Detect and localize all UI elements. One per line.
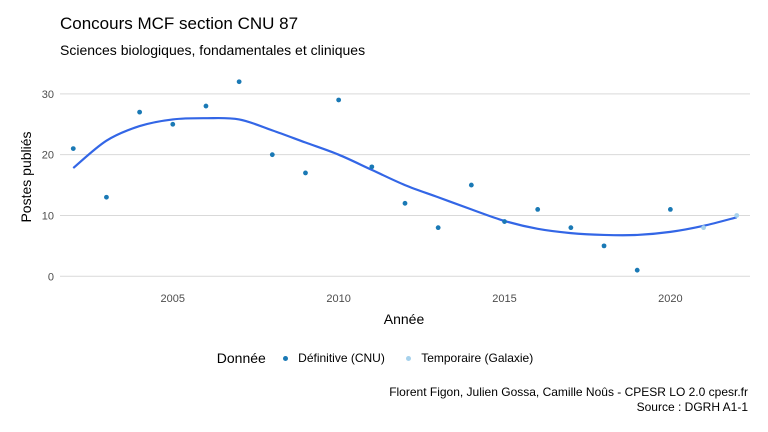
data-point bbox=[701, 225, 706, 231]
x-tick-label: 2015 bbox=[492, 293, 516, 305]
data-point bbox=[435, 225, 441, 231]
data-point bbox=[104, 194, 109, 200]
data-point bbox=[70, 146, 76, 152]
data-point bbox=[634, 267, 640, 273]
legend-dot-icon bbox=[283, 355, 289, 361]
x-tick-label: 2005 bbox=[161, 293, 185, 305]
data-point bbox=[236, 79, 242, 85]
data-point bbox=[734, 213, 740, 218]
legend-title: Donnée bbox=[216, 350, 266, 366]
data-point bbox=[667, 206, 673, 212]
legend: Donnée Définitive (CNU) Temporaire (Gala… bbox=[0, 350, 768, 366]
data-point bbox=[170, 121, 176, 127]
y-tick-label: 30 bbox=[42, 89, 54, 101]
data-point bbox=[402, 200, 408, 206]
caption: Florent Figon, Julien Gossa, Camille Noû… bbox=[389, 385, 748, 415]
caption-source: Source : DGRH A1-1 bbox=[636, 400, 748, 414]
y-axis-title: Postes publiés bbox=[18, 131, 34, 222]
x-tick-label: 2010 bbox=[326, 293, 350, 305]
x-axis-title: Année bbox=[384, 311, 425, 327]
chart-title: Concours MCF section CNU 87 bbox=[60, 14, 299, 33]
x-tick-labels: 2005 2010 2015 2020 bbox=[161, 293, 683, 305]
data-point bbox=[601, 243, 607, 249]
legend-label-definitive: Définitive (CNU) bbox=[298, 351, 385, 365]
data-point bbox=[269, 152, 275, 158]
legend-dot-icon bbox=[406, 355, 412, 361]
data-points bbox=[70, 79, 740, 273]
grid-lines bbox=[60, 93, 750, 277]
legend-label-temporaire: Temporaire (Galaxie) bbox=[421, 351, 534, 365]
y-tick-label: 10 bbox=[42, 210, 54, 222]
trend-line bbox=[72, 116, 738, 237]
x-tick-label: 2020 bbox=[658, 293, 682, 305]
legend-item-temporaire: Temporaire (Galaxie) bbox=[406, 351, 533, 365]
data-point bbox=[468, 182, 474, 188]
data-point bbox=[535, 206, 541, 212]
y-tick-labels: 0 10 20 30 bbox=[42, 89, 54, 283]
data-point bbox=[137, 109, 143, 115]
data-point bbox=[369, 164, 375, 170]
data-point bbox=[568, 225, 574, 231]
caption-authors: Florent Figon, Julien Gossa, Camille Noû… bbox=[389, 385, 748, 399]
y-tick-label: 20 bbox=[42, 150, 54, 162]
chart-subtitle: Sciences biologiques, fondamentales et c… bbox=[60, 42, 366, 58]
data-point bbox=[303, 170, 308, 176]
data-point bbox=[336, 97, 342, 103]
y-tick-label: 0 bbox=[48, 271, 54, 283]
data-point bbox=[502, 219, 507, 224]
data-point bbox=[203, 103, 209, 109]
legend-item-definitive: Définitive (CNU) bbox=[283, 351, 385, 365]
scatter-chart: 0 10 20 30 2005 2010 2015 2020 Année Postes pu… bbox=[18, 79, 750, 327]
